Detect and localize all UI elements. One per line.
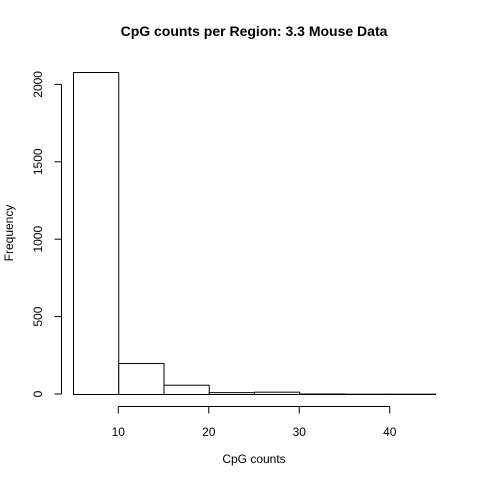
- y-tick-label: 1000: [31, 226, 45, 253]
- y-axis: 0 500 1000 1500 2000: [31, 71, 62, 397]
- histogram-bar: [118, 363, 165, 395]
- y-tick-label: 0: [31, 390, 45, 397]
- histogram-bar: [254, 391, 301, 396]
- histogram-bar: [73, 72, 120, 395]
- x-tick-label: 10: [112, 425, 126, 439]
- bars-layer: [73, 72, 436, 396]
- y-tick-label: 2000: [31, 71, 45, 98]
- histogram-bar: [163, 384, 210, 396]
- x-axis-label: CpG counts: [222, 452, 285, 466]
- x-tick-label: 30: [293, 425, 307, 439]
- x-tick-label: 20: [202, 425, 216, 439]
- x-tick-label: 40: [383, 425, 397, 439]
- y-axis-label: Frequency: [2, 205, 16, 262]
- y-tick-label: 500: [31, 306, 45, 326]
- histogram-bar: [208, 392, 255, 395]
- chart-title: CpG counts per Region: 3.3 Mouse Data: [121, 23, 388, 39]
- y-tick-label: 1500: [31, 148, 45, 175]
- x-axis: 10 20 30 40: [112, 406, 397, 439]
